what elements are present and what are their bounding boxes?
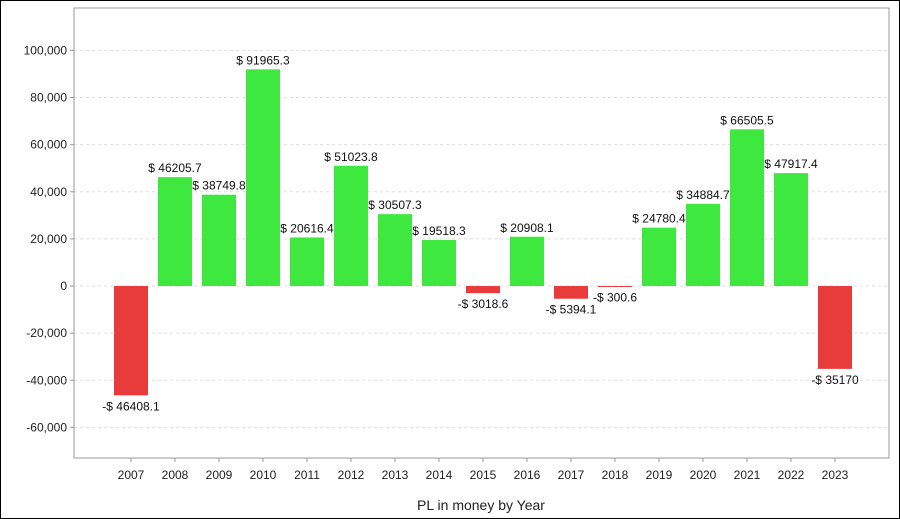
- data-label: -$ 5394.1: [546, 303, 597, 317]
- x-tick-label: 2008: [162, 468, 189, 482]
- y-tick-label: -60,000: [26, 420, 67, 434]
- bar: [378, 214, 412, 287]
- y-tick-label: -20,000: [26, 326, 67, 340]
- bar: [686, 203, 720, 287]
- bar: [114, 286, 148, 396]
- x-tick-label: 2014: [426, 468, 453, 482]
- data-labels: -$ 46408.1 $ 46205.7 $ 38749.8 $ 91965.3 $ 2…: [102, 53, 859, 413]
- data-label: $ 19518.3: [412, 224, 466, 238]
- x-tick-label: 2012: [338, 468, 365, 482]
- data-label: $ 20616.4: [280, 221, 334, 235]
- x-tick-label: 2018: [602, 468, 629, 482]
- bar: [774, 173, 808, 287]
- bar: [642, 227, 676, 287]
- bar: [290, 237, 324, 287]
- data-label: $ 51023.8: [324, 150, 378, 164]
- y-tick-label: 20,000: [30, 232, 67, 246]
- x-axis-ticks: 2007 2008 2009 2010 2011 2012 2013 2014 2015 2016…: [118, 458, 849, 482]
- data-label: $ 38749.8: [192, 179, 246, 193]
- data-label: -$ 46408.1: [102, 399, 160, 413]
- x-tick-label: 2010: [250, 468, 277, 482]
- y-axis-ticks: -60,000 -40,000 -20,000 0 20,000 40,000 60,000…: [24, 43, 74, 434]
- data-label: $ 46205.7: [148, 161, 202, 175]
- bar: [554, 286, 588, 299]
- bar: [422, 240, 456, 287]
- x-tick-label: 2023: [822, 468, 849, 482]
- data-label: $ 34884.7: [676, 188, 730, 202]
- y-tick-label: -40,000: [26, 373, 67, 387]
- x-tick-label: 2015: [470, 468, 497, 482]
- x-axis-title: PL in money by Year: [417, 497, 545, 513]
- data-label: -$ 35170: [811, 373, 859, 387]
- data-label: -$ 3018.6: [458, 297, 509, 311]
- bar: [466, 286, 500, 294]
- x-tick-label: 2016: [514, 468, 541, 482]
- bar: [598, 286, 632, 288]
- data-label: $ 30507.3: [368, 198, 422, 212]
- bar: [730, 129, 764, 287]
- x-tick-label: 2020: [690, 468, 717, 482]
- x-tick-label: 2019: [646, 468, 673, 482]
- x-tick-label: 2007: [118, 468, 145, 482]
- data-label: $ 47917.4: [764, 157, 818, 171]
- y-tick-label: 80,000: [30, 91, 67, 105]
- data-label: -$ 300.6: [593, 291, 637, 305]
- gridlines: [74, 49, 889, 428]
- bar: [510, 236, 544, 287]
- bar: [158, 177, 192, 287]
- data-label: $ 24780.4: [632, 212, 686, 226]
- bar: [246, 69, 280, 287]
- bar: [202, 194, 236, 287]
- x-tick-label: 2017: [558, 468, 585, 482]
- x-tick-label: 2009: [206, 468, 233, 482]
- y-tick-label: 60,000: [30, 138, 67, 152]
- y-tick-label: 40,000: [30, 185, 67, 199]
- plot-area-border: [73, 7, 890, 459]
- y-tick-label: 100,000: [24, 43, 68, 57]
- x-tick-label: 2022: [778, 468, 805, 482]
- bars: [114, 69, 852, 396]
- x-tick-label: 2011: [294, 468, 320, 482]
- bar: [818, 286, 852, 369]
- x-tick-label: 2021: [734, 468, 761, 482]
- data-label: $ 91965.3: [236, 53, 290, 67]
- y-tick-label: 0: [60, 279, 67, 293]
- bar: [334, 165, 368, 287]
- data-label: $ 66505.5: [720, 113, 774, 127]
- x-tick-label: 2013: [382, 468, 409, 482]
- data-label: $ 20908.1: [500, 221, 554, 235]
